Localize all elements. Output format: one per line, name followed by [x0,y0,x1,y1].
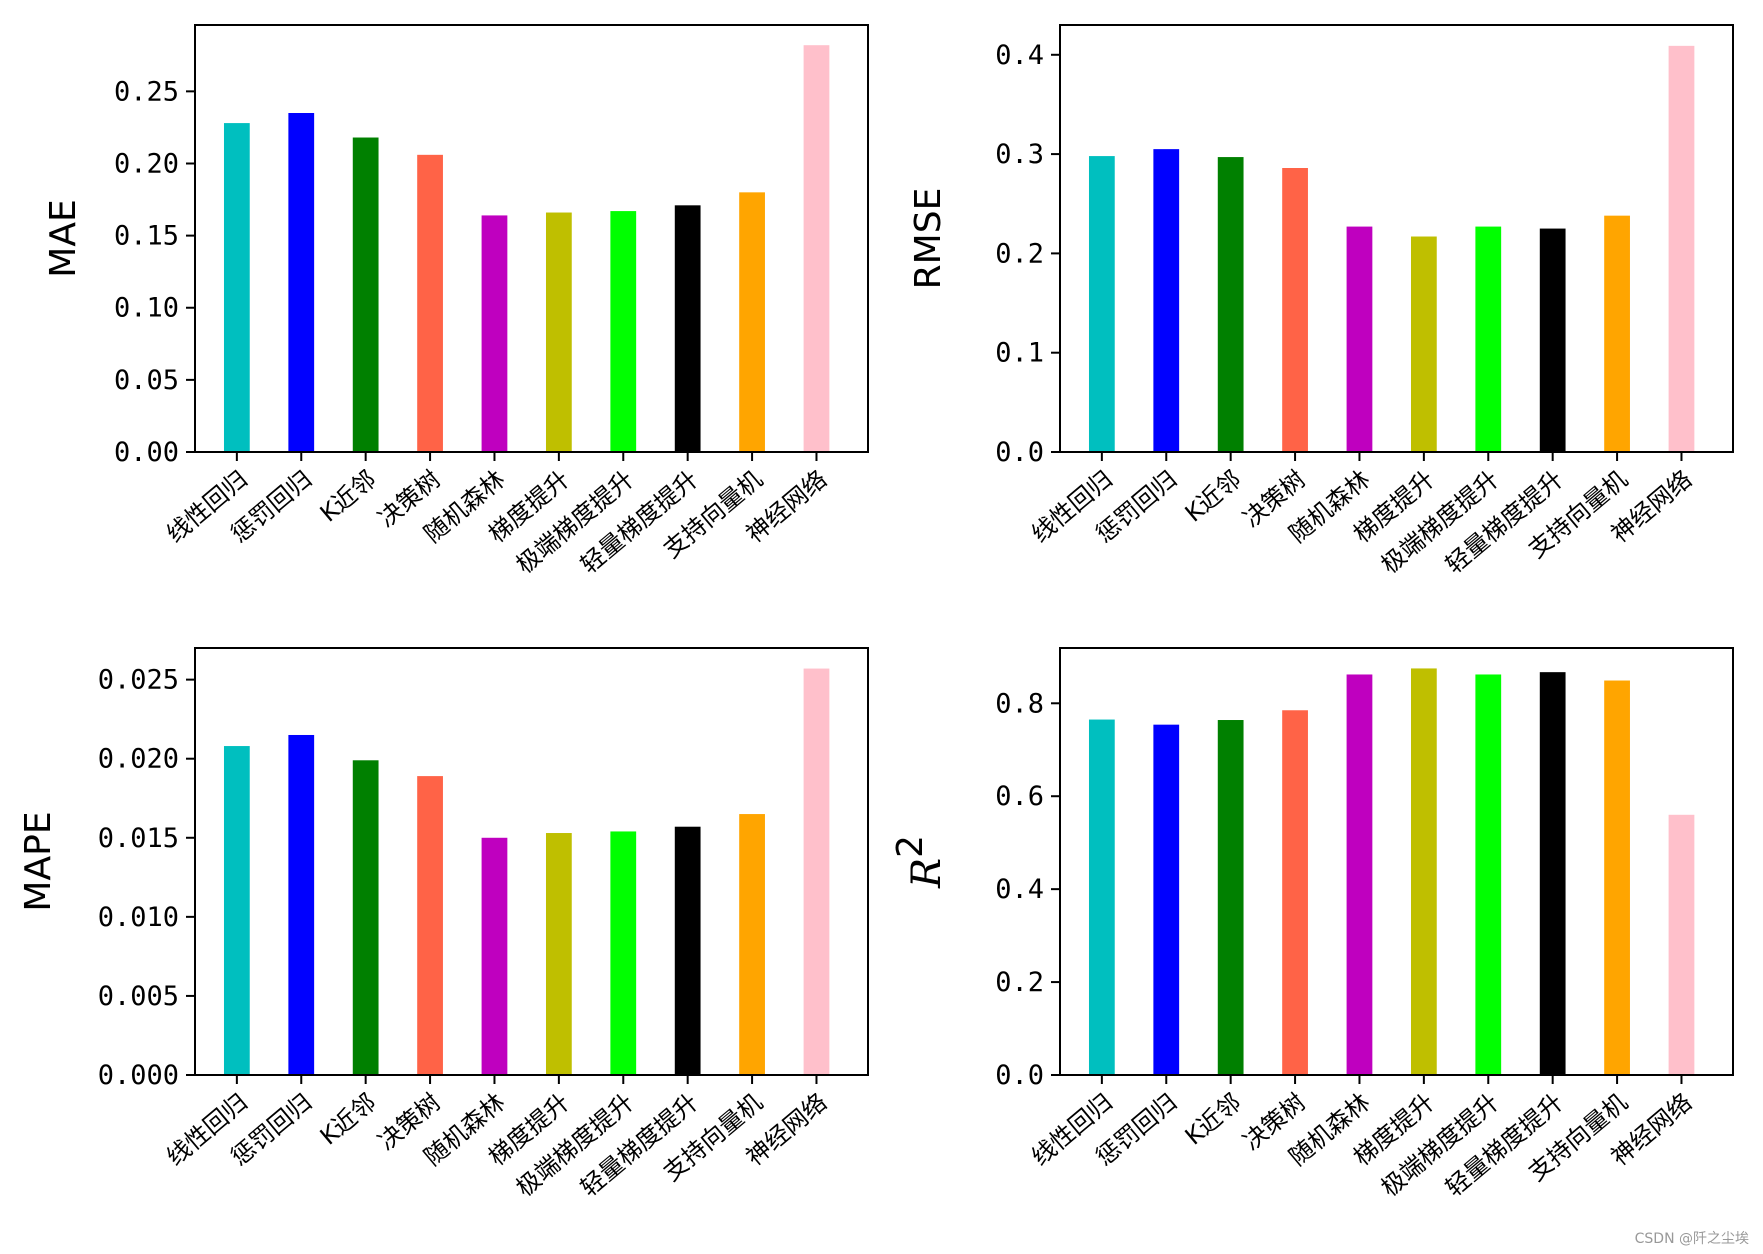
mae-ytick-label-0: 0.00 [114,437,179,468]
rmse-ytick-label-4: 0.4 [995,40,1044,71]
mae-bar-9 [803,45,830,452]
rmse-xtick-label-2: K近邻 [1180,465,1247,527]
mape-bar-5 [545,833,572,1075]
r2-xtick-label-2: K近邻 [1180,1088,1247,1150]
r2-bar-0 [1088,719,1115,1075]
mae-xtick-label-2: K近邻 [315,465,382,527]
r2-ylabel: R2 [890,835,950,889]
mape-axes-frame [194,647,869,1076]
mape-chart: 0.0000.0050.0100.0150.0200.025线性回归惩罚回归K近… [18,647,869,1202]
mape-ytick-label-0: 0.000 [98,1060,179,1091]
mae-ytick-label-5: 0.25 [114,76,179,107]
rmse-bar-6 [1475,226,1502,452]
mae-ytick-label-3: 0.15 [114,221,179,252]
r2-bar-4 [1346,674,1373,1075]
mape-ytick-label-5: 0.025 [98,665,179,696]
rmse-ytick-label-3: 0.3 [995,139,1044,170]
mape-bar-1 [288,734,315,1075]
r2-ytick-label-4: 0.8 [995,688,1044,719]
rmse-bar-8 [1604,215,1630,452]
mape-bar-2 [352,760,379,1075]
mae-bar-7 [674,205,701,452]
watermark-text: CSDN @阡之尘埃 [1634,1231,1749,1247]
mape-ytick-label-3: 0.015 [98,823,179,854]
r2-ytick-label-3: 0.6 [995,781,1044,812]
rmse-bar-2 [1217,157,1244,452]
r2-chart: 0.00.20.40.60.8线性回归惩罚回归K近邻决策树随机森林梯度提升极端梯… [890,647,1734,1202]
r2-axes-frame [1059,647,1734,1076]
r2-bar-1 [1153,724,1180,1075]
r2-bar-7 [1539,672,1566,1075]
mae-ylabel: MAE [43,199,84,277]
r2-bar-5 [1410,668,1437,1075]
r2-ytick-label-2: 0.4 [995,874,1044,905]
mape-bar-4 [481,837,508,1075]
mape-bar-9 [803,668,830,1075]
mae-bar-2 [352,137,379,452]
mae-chart: 0.000.050.100.150.200.25线性回归惩罚回归K近邻决策树随机… [43,24,869,579]
mape-ytick-label-2: 0.010 [98,902,179,933]
rmse-axes-frame [1059,24,1734,453]
mae-axes-frame [194,24,869,453]
r2-ytick-label-1: 0.2 [995,967,1044,998]
r2-bar-8 [1604,680,1630,1075]
mae-ytick-label-2: 0.10 [114,293,179,324]
mape-xtick-label-2: K近邻 [315,1088,382,1150]
mae-ytick-label-1: 0.05 [114,365,179,396]
rmse-bar-1 [1153,149,1180,452]
rmse-ylabel: RMSE [908,188,949,290]
rmse-bar-0 [1088,156,1115,452]
r2-ytick-label-0: 0.0 [995,1060,1044,1091]
mape-bar-8 [739,814,765,1075]
rmse-ytick-label-1: 0.1 [995,338,1044,369]
mae-bar-1 [288,113,315,452]
mae-bar-0 [223,123,250,452]
rmse-chart: 0.00.10.20.30.4线性回归惩罚回归K近邻决策树随机森林梯度提升极端梯… [908,24,1734,579]
rmse-ytick-label-2: 0.2 [995,238,1044,269]
rmse-bar-3 [1282,168,1308,452]
mae-bar-5 [545,212,572,452]
mape-bar-6 [610,831,637,1075]
mae-bar-3 [417,154,443,452]
mae-bar-4 [481,215,508,452]
rmse-bar-4 [1346,226,1373,452]
mape-ytick-label-4: 0.020 [98,744,179,775]
mae-bar-8 [739,192,765,452]
mape-ytick-label-1: 0.005 [98,981,179,1012]
mape-bar-3 [417,776,443,1075]
rmse-bar-7 [1539,228,1566,452]
r2-bar-3 [1282,710,1308,1075]
mae-ytick-label-4: 0.20 [114,148,179,179]
mape-bar-7 [674,826,701,1075]
r2-bar-6 [1475,674,1502,1075]
mape-ylabel: MAPE [18,811,59,911]
r2-bar-9 [1668,814,1695,1075]
mae-bar-6 [610,211,637,452]
rmse-bar-5 [1410,236,1437,452]
mape-bar-0 [223,746,250,1075]
rmse-bar-9 [1668,45,1695,452]
r2-bar-2 [1217,720,1244,1075]
rmse-ytick-label-0: 0.0 [995,437,1044,468]
